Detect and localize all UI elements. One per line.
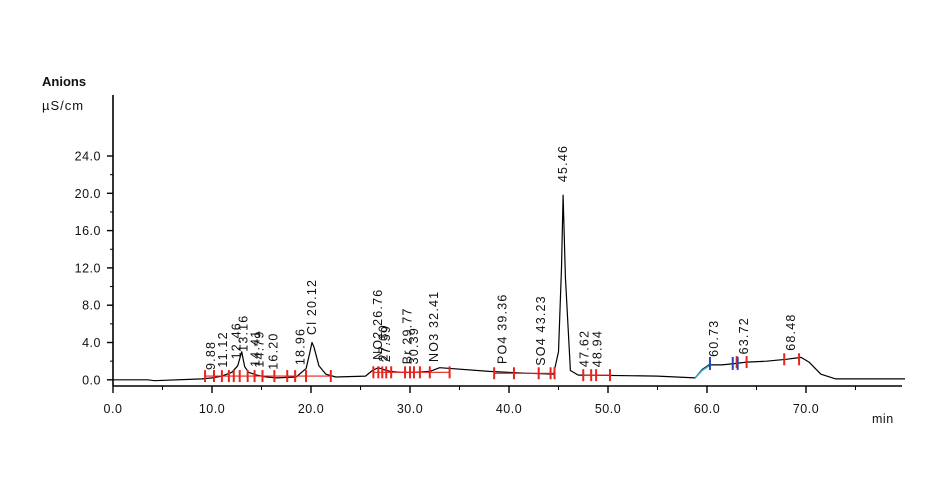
y-ticks: 0.0 4.0 8.0 12.0 16.0 20.0 24.0 — [75, 150, 113, 387]
peak-label: 30.39 — [407, 327, 421, 364]
x-tick-label: 10.0 — [199, 402, 225, 416]
x-tick-label: 40.0 — [496, 402, 522, 416]
peak-label: Br 29.77 — [401, 307, 415, 364]
y-tick-label: 24.0 — [75, 150, 101, 164]
peak-label: Cl 20.12 — [305, 279, 319, 335]
peak-label: 18.96 — [294, 328, 308, 365]
peak-label: SO4 43.23 — [534, 295, 548, 366]
peak-label: NO3 32.41 — [427, 291, 441, 362]
x-tick-label: 0.0 — [104, 402, 123, 416]
y-tick-label: 12.0 — [75, 261, 101, 275]
peak-label: 9.88 — [204, 341, 218, 370]
integration-layer — [204, 353, 801, 383]
x-ticks: 0.0 10.0 20.0 30.0 40.0 50.0 60.0 70.0 — [104, 386, 856, 416]
y-tick-label: 0.0 — [82, 373, 101, 387]
peak-label: PO4 39.36 — [496, 293, 510, 364]
peak-label: 11.12 — [216, 331, 230, 367]
y-tick-label: 16.0 — [75, 224, 101, 238]
peak-label: 68.48 — [784, 313, 798, 350]
axes — [112, 95, 902, 387]
x-axis-label: min — [872, 412, 894, 426]
x-tick-label: 30.0 — [397, 402, 423, 416]
peak-label: 12.46 — [229, 322, 243, 359]
peak-label: 27.30 — [376, 324, 390, 361]
chart-title: Anions — [42, 74, 86, 89]
highlight-segment — [694, 365, 710, 379]
y-axis-label: µS/cm — [42, 98, 84, 113]
peak-label: 48.94 — [590, 330, 604, 367]
peak-label: 47.62 — [577, 330, 591, 367]
x-tick-label: 20.0 — [298, 402, 324, 416]
peak-label: 14.79 — [252, 330, 266, 367]
peak-label: 27.59 — [379, 325, 393, 362]
y-tick-label: 8.0 — [82, 299, 101, 313]
peak-label: NO2 26.76 — [371, 289, 385, 360]
y-tick-label: 20.0 — [75, 187, 101, 201]
x-tick-label: 70.0 — [793, 402, 819, 416]
peak-label: 14.41 — [249, 330, 263, 367]
peak-label: 63.72 — [737, 317, 751, 354]
x-tick-label: 50.0 — [595, 402, 621, 416]
peak-label: 16.20 — [266, 332, 280, 369]
peak-label: 13.16 — [236, 315, 250, 352]
y-tick-label: 4.0 — [82, 336, 101, 350]
peak-label: 60.73 — [707, 320, 721, 357]
x-tick-label: 60.0 — [694, 402, 720, 416]
peak-label: 45.46 — [556, 145, 570, 182]
